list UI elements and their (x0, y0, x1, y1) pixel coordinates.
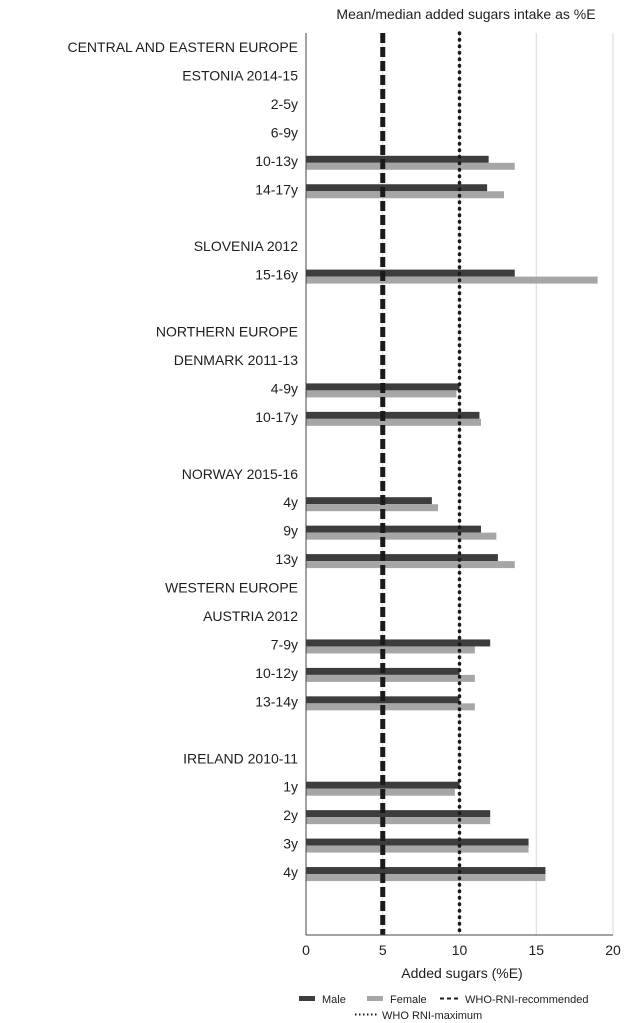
row-label-13-14y: 13-14y (255, 693, 298, 709)
bar-male-7-9y (306, 639, 491, 647)
bar-male-15-16y (306, 269, 515, 277)
bar-female-4-9y (306, 390, 457, 398)
bar-male-4y (306, 497, 432, 505)
row-label-2y: 2y (283, 807, 298, 823)
bar-male-14-17y (306, 184, 488, 192)
row-label-7-9y: 7-9y (271, 636, 298, 652)
bar-male-3y (306, 838, 529, 846)
chart-title: Mean/median added sugars intake as %E (336, 6, 595, 22)
row-labels: CENTRAL AND EASTERN EUROPE ESTONIA 2014-1… (67, 39, 298, 880)
x-axis-label: Added sugars (%E) (401, 965, 522, 981)
row-label-6-9y: 6-9y (271, 124, 298, 140)
x-tick-label-10: 10 (452, 942, 468, 958)
group-label-central-and-eastern-europe: CENTRAL AND EASTERN EUROPE (67, 39, 298, 55)
bar-male-10-13y (306, 155, 489, 163)
row-label-10-17y: 10-17y (255, 409, 298, 425)
group-label-slovenia-2012: SLOVENIA 2012 (194, 238, 299, 254)
legend-male-label: Male (322, 994, 346, 1006)
bar-female-10-12y (306, 674, 475, 682)
bar-male-1y (306, 781, 460, 789)
group-label-western-europe: WESTERN EUROPE (165, 580, 298, 596)
row-label-3y: 3y (283, 836, 298, 852)
bar-female-15-16y (306, 276, 598, 284)
x-tick-label-5: 5 (379, 942, 387, 958)
row-label-4y: 4y (283, 494, 298, 510)
bar-female-9y (306, 532, 497, 540)
x-axis: 0 5 10 15 20 (302, 33, 621, 958)
legend: Male Female WHO-RNI-recommended WHO RNI-… (299, 994, 588, 1022)
bar-female-10-13y (306, 162, 515, 170)
bars (306, 155, 598, 882)
reference-lines (380, 31, 462, 937)
row-label-2-5y: 2-5y (271, 96, 298, 112)
group-label-estonia-2014-15: ESTONIA 2014-15 (182, 67, 298, 83)
row-label-4y: 4y (283, 864, 298, 880)
row-label-13y: 13y (275, 551, 298, 567)
bar-female-7-9y (306, 646, 475, 654)
group-label-ireland-2010-11: IRELAND 2010-11 (183, 750, 298, 766)
legend-female-swatch (367, 996, 383, 1001)
x-tick-label-20: 20 (605, 942, 621, 958)
legend-recommended-label: WHO-RNI-recommended (465, 994, 588, 1006)
row-label-15-16y: 15-16y (255, 267, 298, 283)
row-label-1y: 1y (283, 779, 298, 795)
bar-female-4y (306, 874, 546, 882)
bar-male-10-17y (306, 411, 480, 419)
row-label-10-12y: 10-12y (255, 665, 298, 681)
group-label-northern-europe: NORTHERN EUROPE (156, 324, 298, 340)
bar-female-3y (306, 845, 529, 853)
bar-male-13y (306, 554, 498, 562)
row-label-4-9y: 4-9y (271, 380, 298, 396)
x-tick-label-15: 15 (528, 942, 544, 958)
legend-maximum-label: WHO RNI-maximum (382, 1010, 482, 1022)
bar-female-10-17y (306, 418, 481, 426)
group-label-norway-2015-16: NORWAY 2015-16 (182, 466, 298, 482)
bar-male-4y (306, 867, 546, 875)
row-label-10-13y: 10-13y (255, 153, 298, 169)
legend-female-label: Female (390, 994, 427, 1006)
bar-female-13y (306, 561, 515, 569)
group-label-austria-2012: AUSTRIA 2012 (203, 608, 298, 624)
row-label-9y: 9y (283, 523, 298, 539)
bar-female-2y (306, 817, 491, 825)
row-label-14-17y: 14-17y (255, 181, 298, 197)
x-tick-label-0: 0 (302, 942, 310, 958)
bar-female-14-17y (306, 191, 505, 199)
bar-male-9y (306, 525, 481, 533)
group-label-denmark-2011-13: DENMARK 2011-13 (174, 352, 298, 368)
bar-female-4y (306, 504, 439, 512)
bar-female-13-14y (306, 703, 475, 711)
bar-male-2y (306, 810, 491, 818)
legend-male-swatch (299, 996, 315, 1001)
